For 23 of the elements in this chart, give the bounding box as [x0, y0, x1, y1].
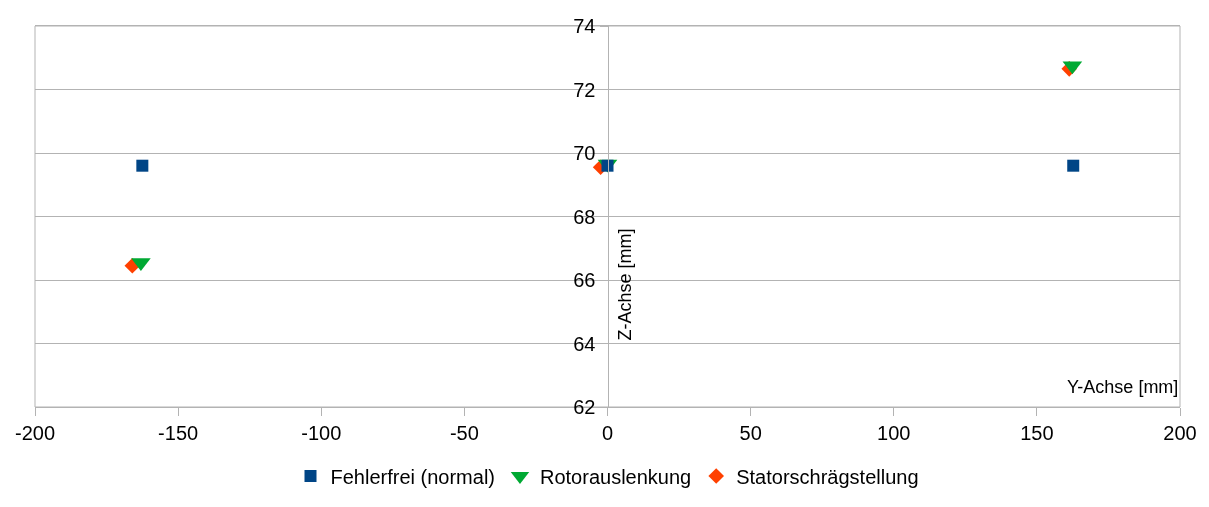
x-tick-label: 0 — [601, 422, 614, 444]
x-tick-label: 50 — [739, 422, 762, 444]
x-tick-label: 200 — [1163, 422, 1197, 444]
y-axis-title: Z-Achse [mm] — [614, 228, 635, 341]
x-tick-label: -200 — [14, 422, 56, 444]
x-tick-label: -100 — [301, 422, 342, 444]
y-tick-label: 68 — [573, 205, 596, 228]
x-tick-label: -150 — [158, 422, 199, 444]
y-tick-label: 74 — [573, 15, 596, 37]
legend-label: Statorschrägstellung — [736, 465, 919, 488]
x-tick-label: 150 — [1020, 422, 1054, 444]
legend-label: Fehlerfrei (normal) — [330, 465, 495, 488]
y-tick-label: 70 — [573, 142, 596, 164]
legend-label: Rotorauslenkung — [539, 465, 692, 488]
y-tick-label: 72 — [573, 78, 596, 101]
x-tick-label: -50 — [449, 422, 479, 444]
y-tick-label: 64 — [573, 332, 596, 355]
x-axis-title: Y-Achse [mm] — [1067, 377, 1179, 397]
y-tick-label: 62 — [573, 396, 596, 418]
point — [1067, 159, 1080, 172]
x-tick-label: 100 — [877, 422, 911, 444]
y-tick-label: 66 — [573, 269, 596, 291]
point — [136, 159, 149, 172]
